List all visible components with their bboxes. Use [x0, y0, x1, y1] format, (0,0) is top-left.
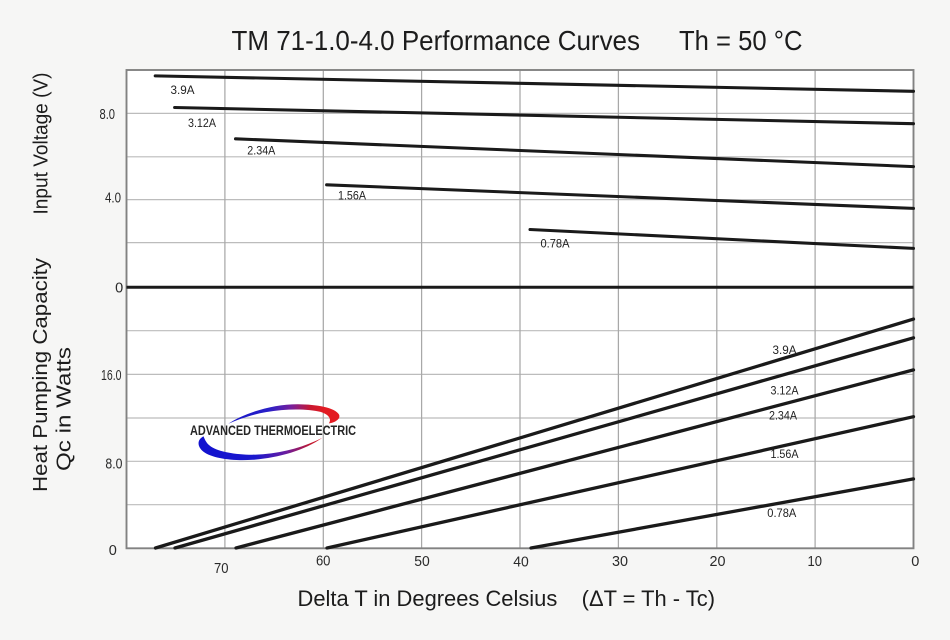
svg-text:Th = 50 °C: Th = 50 °C	[679, 25, 803, 56]
svg-text:2.34A: 2.34A	[247, 143, 275, 157]
svg-text:4.0: 4.0	[105, 190, 121, 206]
svg-text:16.0: 16.0	[101, 368, 122, 384]
svg-text:30: 30	[612, 554, 628, 570]
svg-text:10: 10	[808, 554, 823, 570]
svg-text:Delta T in Degrees Celsius: Delta T in Degrees Celsius (ΔT = Th - Tc…	[298, 586, 716, 611]
svg-text:8.0: 8.0	[100, 107, 116, 123]
svg-text:0.78A: 0.78A	[767, 506, 796, 520]
svg-text:70: 70	[214, 561, 229, 577]
svg-text:TM 71-1.0-4.0 Performance Curv: TM 71-1.0-4.0 Performance Curves	[232, 25, 641, 56]
svg-text:50: 50	[414, 554, 430, 570]
svg-text:Input Voltage (V): Input Voltage (V)	[30, 73, 53, 215]
svg-text:8.0: 8.0	[105, 457, 122, 473]
svg-text:0: 0	[911, 554, 919, 570]
svg-text:3.9A: 3.9A	[171, 83, 195, 97]
svg-text:20: 20	[710, 554, 726, 570]
svg-text:0: 0	[115, 280, 123, 296]
svg-text:Qc in Watts: Qc in Watts	[53, 347, 76, 471]
svg-text:ADVANCED THERMOELECTRIC: ADVANCED THERMOELECTRIC	[190, 423, 356, 438]
svg-text:0: 0	[109, 543, 117, 559]
svg-text:3.12A: 3.12A	[188, 116, 216, 130]
svg-text:Heat Pumping Capacity: Heat Pumping Capacity	[29, 257, 52, 492]
svg-text:3.12A: 3.12A	[771, 384, 799, 398]
svg-text:0.78A: 0.78A	[541, 237, 570, 251]
svg-text:1.56A: 1.56A	[338, 189, 366, 203]
svg-text:60: 60	[316, 554, 331, 570]
svg-text:2.34A: 2.34A	[769, 408, 797, 422]
svg-text:3.9A: 3.9A	[773, 343, 797, 357]
svg-text:40: 40	[513, 555, 529, 571]
svg-text:1.56A: 1.56A	[771, 447, 799, 461]
